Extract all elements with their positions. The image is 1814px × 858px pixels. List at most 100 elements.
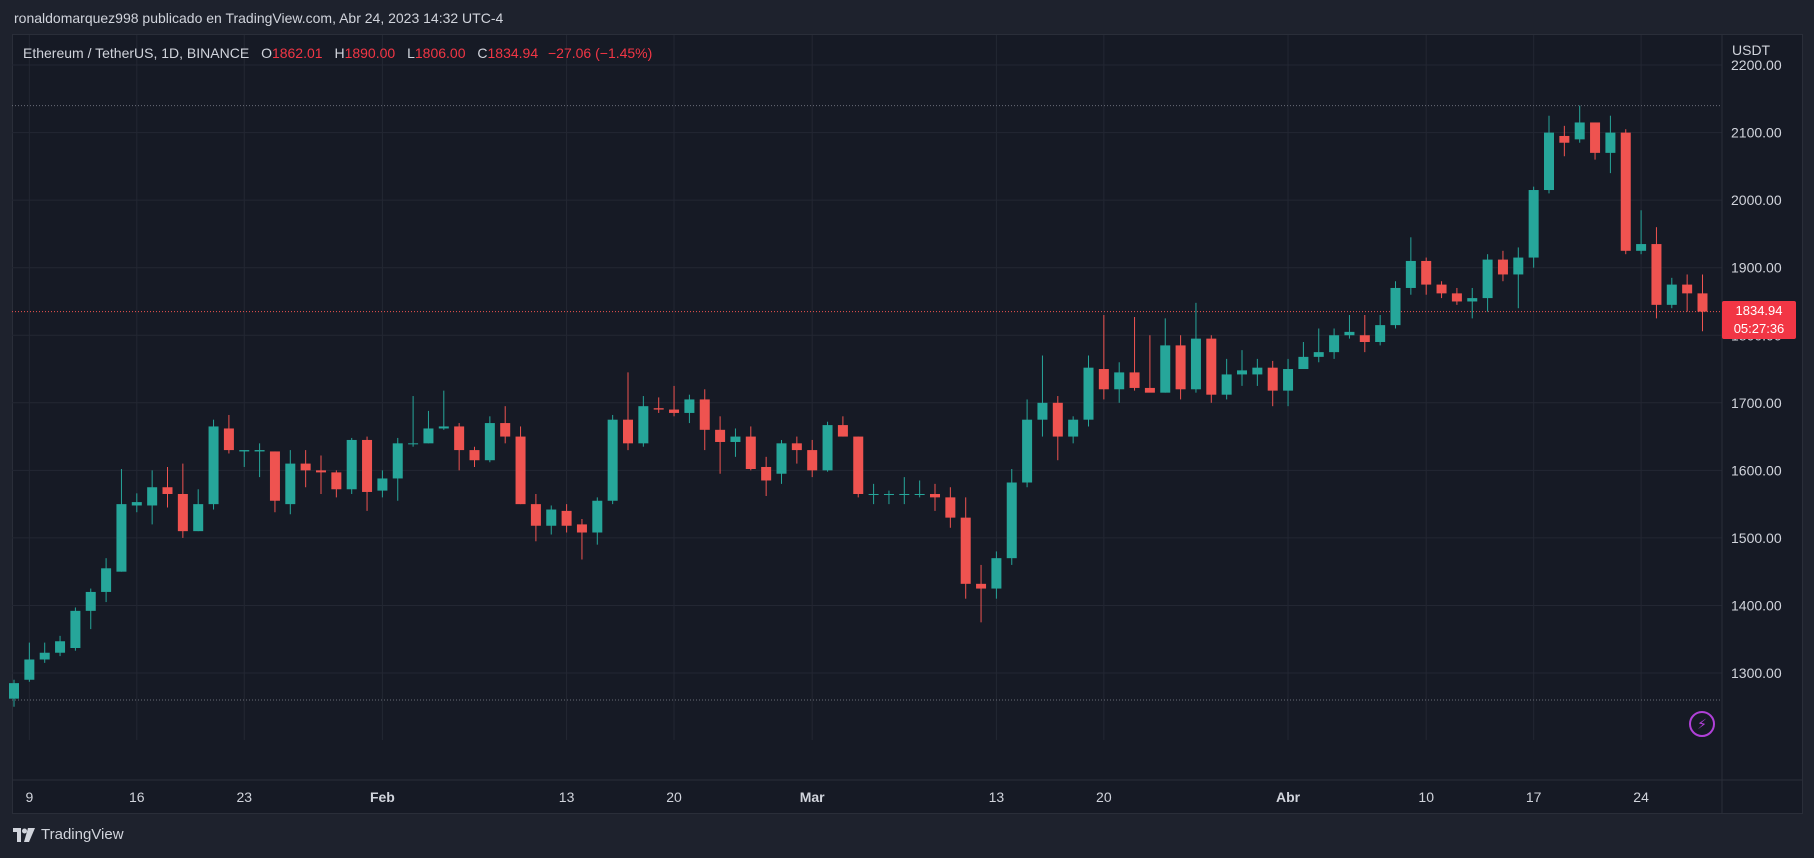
candle-body (162, 487, 173, 494)
candle (576, 518, 587, 560)
candle-series (9, 105, 1708, 707)
chart-pane[interactable] (12, 34, 1803, 814)
price-tick-label: 2200.00 (1731, 57, 1782, 73)
candle-body (39, 652, 50, 660)
candle-body (1620, 132, 1631, 251)
candle (116, 468, 127, 572)
candle (930, 483, 940, 511)
candle (1206, 335, 1217, 403)
price-axis: 1300.001400.001500.001600.001700.001800.… (1731, 57, 1782, 681)
price-tick-label: 1600.00 (1731, 462, 1782, 478)
candle-body (1144, 387, 1155, 393)
candle (853, 436, 864, 498)
candle (761, 456, 772, 497)
candle (1237, 350, 1247, 386)
candle-body (822, 425, 833, 471)
low-label: L (407, 45, 415, 61)
candle (177, 463, 188, 538)
close-value: 1834.94 (487, 45, 539, 61)
candle-body (116, 504, 127, 572)
candle (1651, 227, 1662, 319)
currency-unit[interactable]: USDT (1732, 42, 1771, 58)
candle-body (1252, 367, 1263, 375)
symbol-legend[interactable]: Ethereum / TetherUS, 1D, BINANCE O1862.0… (23, 45, 652, 61)
candle (39, 642, 50, 663)
candle-body (239, 450, 250, 452)
time-tick-label: 13 (989, 789, 1005, 805)
candle-body (24, 659, 35, 680)
candle-body (930, 493, 940, 498)
candle (1421, 257, 1432, 295)
candle-body (177, 493, 188, 532)
candle-body (1267, 367, 1278, 391)
candle (1098, 314, 1109, 400)
candle (1697, 274, 1708, 332)
candle-body (899, 493, 910, 495)
candle-body (1682, 284, 1693, 294)
high-label: H (334, 45, 345, 61)
footer-branding[interactable]: TradingView (13, 826, 124, 843)
candle (1559, 125, 1570, 157)
candle-body (1390, 287, 1401, 326)
candle-body (1221, 374, 1232, 395)
candle-body (976, 583, 987, 589)
candle (392, 437, 403, 501)
lightning-icon[interactable]: ⚡ (1689, 711, 1715, 737)
candle-body (1344, 331, 1355, 336)
candle-body (868, 493, 879, 495)
candle (269, 451, 280, 513)
time-tick-label: 20 (1096, 789, 1112, 805)
candle-body (1160, 345, 1171, 393)
candle (162, 466, 173, 508)
candle-body (945, 497, 956, 518)
candle (669, 385, 680, 417)
candle-body (623, 419, 633, 444)
candle (745, 426, 756, 471)
candle-body (1329, 335, 1340, 353)
candle-body (147, 487, 158, 506)
candle-body (1666, 284, 1677, 305)
time-tick-label: 10 (1418, 789, 1434, 805)
candle-body (1482, 259, 1493, 299)
candle-body (70, 610, 81, 649)
candle-body (1098, 369, 1109, 390)
candle (208, 419, 219, 510)
symbol-name[interactable]: Ethereum / TetherUS, 1D, BINANCE (23, 45, 250, 61)
bar-countdown: 05:27:36 (1733, 321, 1785, 336)
candle-body (960, 517, 971, 584)
candle (883, 490, 894, 505)
candle-body (807, 450, 818, 471)
candle (1436, 281, 1447, 299)
candle-body (1605, 132, 1616, 153)
candle (362, 436, 373, 511)
candle-body (1590, 122, 1601, 153)
candle-body (1068, 419, 1079, 437)
candle (776, 439, 787, 484)
candle-body (669, 409, 680, 413)
candle-body (1544, 132, 1554, 191)
time-tick-label: 9 (25, 789, 33, 805)
candle (1497, 250, 1508, 282)
tradingview-logo-icon (13, 827, 35, 842)
candle-body (1052, 402, 1063, 437)
time-tick-label: 17 (1526, 789, 1542, 805)
candle-body (285, 463, 296, 505)
candle (1666, 277, 1677, 309)
candle-body (1190, 338, 1201, 390)
candle-body (331, 472, 342, 490)
candle (1467, 287, 1478, 319)
candle (607, 414, 618, 505)
candle-body (193, 504, 204, 532)
candle (1405, 237, 1416, 295)
candle-body (254, 450, 265, 452)
candle-body (576, 524, 587, 533)
candle-body (1237, 370, 1247, 375)
candle-body (346, 439, 357, 490)
candle (223, 414, 234, 454)
candle (1574, 105, 1585, 143)
candle (515, 426, 526, 505)
price-tick-label: 1700.00 (1731, 395, 1782, 411)
time-tick-label: 16 (129, 789, 145, 805)
candle (24, 642, 35, 682)
